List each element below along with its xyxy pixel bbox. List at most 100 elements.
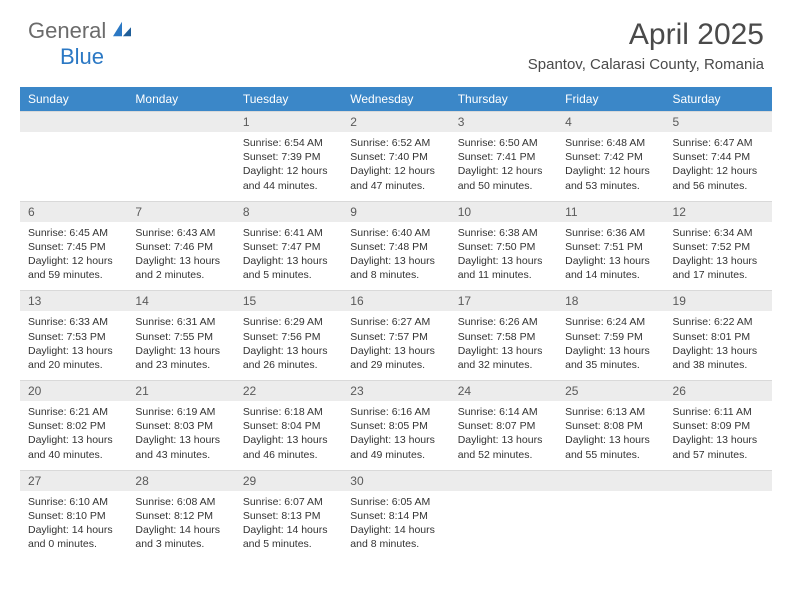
calendar-cell: 24Sunrise: 6:14 AMSunset: 8:07 PMDayligh… — [450, 381, 557, 471]
day-body: Sunrise: 6:48 AMSunset: 7:42 PMDaylight:… — [557, 132, 664, 201]
sunset-line: Sunset: 8:04 PM — [243, 419, 334, 433]
day-body: Sunrise: 6:54 AMSunset: 7:39 PMDaylight:… — [235, 132, 342, 201]
daylight-line: Daylight: 13 hours and 5 minutes. — [243, 254, 334, 282]
daylight-line: Daylight: 14 hours and 5 minutes. — [243, 523, 334, 551]
sunset-line: Sunset: 7:47 PM — [243, 240, 334, 254]
day-number-bar: 11 — [557, 202, 664, 222]
day-number-bar — [20, 112, 127, 132]
day-body: Sunrise: 6:27 AMSunset: 7:57 PMDaylight:… — [342, 311, 449, 380]
calendar-row: 1Sunrise: 6:54 AMSunset: 7:39 PMDaylight… — [20, 112, 772, 202]
day-number-bar: 19 — [665, 291, 772, 311]
day-body — [127, 132, 234, 194]
day-body: Sunrise: 6:05 AMSunset: 8:14 PMDaylight:… — [342, 491, 449, 560]
calendar-cell: 10Sunrise: 6:38 AMSunset: 7:50 PMDayligh… — [450, 201, 557, 291]
header: General Blue April 2025 Spantov, Calaras… — [0, 0, 792, 81]
day-body — [450, 491, 557, 553]
day-number-bar: 12 — [665, 202, 772, 222]
daylight-line: Daylight: 13 hours and 38 minutes. — [673, 344, 764, 372]
calendar-cell: 4Sunrise: 6:48 AMSunset: 7:42 PMDaylight… — [557, 112, 664, 202]
daylight-line: Daylight: 13 hours and 14 minutes. — [565, 254, 656, 282]
sunrise-line: Sunrise: 6:47 AM — [673, 136, 764, 150]
sunrise-line: Sunrise: 6:11 AM — [673, 405, 764, 419]
sunset-line: Sunset: 8:12 PM — [135, 509, 226, 523]
brand-word-2: Blue — [60, 44, 104, 69]
day-body: Sunrise: 6:36 AMSunset: 7:51 PMDaylight:… — [557, 222, 664, 291]
sunrise-line: Sunrise: 6:34 AM — [673, 226, 764, 240]
daylight-line: Daylight: 13 hours and 40 minutes. — [28, 433, 119, 461]
calendar-cell: 25Sunrise: 6:13 AMSunset: 8:08 PMDayligh… — [557, 381, 664, 471]
daylight-line: Daylight: 13 hours and 23 minutes. — [135, 344, 226, 372]
weekday-header: Saturday — [665, 87, 772, 112]
sunrise-line: Sunrise: 6:29 AM — [243, 315, 334, 329]
sunset-line: Sunset: 8:13 PM — [243, 509, 334, 523]
daylight-line: Daylight: 13 hours and 8 minutes. — [350, 254, 441, 282]
day-body: Sunrise: 6:16 AMSunset: 8:05 PMDaylight:… — [342, 401, 449, 470]
sunset-line: Sunset: 8:14 PM — [350, 509, 441, 523]
sunset-line: Sunset: 8:03 PM — [135, 419, 226, 433]
sunset-line: Sunset: 7:53 PM — [28, 330, 119, 344]
calendar-cell: 29Sunrise: 6:07 AMSunset: 8:13 PMDayligh… — [235, 470, 342, 559]
calendar-cell: 15Sunrise: 6:29 AMSunset: 7:56 PMDayligh… — [235, 291, 342, 381]
day-number-bar: 18 — [557, 291, 664, 311]
day-number-bar: 30 — [342, 471, 449, 491]
sunset-line: Sunset: 7:56 PM — [243, 330, 334, 344]
weekday-header-row: SundayMondayTuesdayWednesdayThursdayFrid… — [20, 87, 772, 112]
weekday-header: Friday — [557, 87, 664, 112]
sunset-line: Sunset: 7:46 PM — [135, 240, 226, 254]
calendar-cell — [557, 470, 664, 559]
day-number-bar: 26 — [665, 381, 772, 401]
calendar-row: 20Sunrise: 6:21 AMSunset: 8:02 PMDayligh… — [20, 381, 772, 471]
sunset-line: Sunset: 8:10 PM — [28, 509, 119, 523]
day-body: Sunrise: 6:38 AMSunset: 7:50 PMDaylight:… — [450, 222, 557, 291]
day-number-bar: 7 — [127, 202, 234, 222]
day-body: Sunrise: 6:43 AMSunset: 7:46 PMDaylight:… — [127, 222, 234, 291]
sunset-line: Sunset: 7:58 PM — [458, 330, 549, 344]
sunset-line: Sunset: 7:45 PM — [28, 240, 119, 254]
weekday-header: Wednesday — [342, 87, 449, 112]
sunrise-line: Sunrise: 6:41 AM — [243, 226, 334, 240]
sunrise-line: Sunrise: 6:24 AM — [565, 315, 656, 329]
calendar-cell: 6Sunrise: 6:45 AMSunset: 7:45 PMDaylight… — [20, 201, 127, 291]
day-body: Sunrise: 6:22 AMSunset: 8:01 PMDaylight:… — [665, 311, 772, 380]
day-body: Sunrise: 6:47 AMSunset: 7:44 PMDaylight:… — [665, 132, 772, 201]
sunset-line: Sunset: 8:07 PM — [458, 419, 549, 433]
day-body: Sunrise: 6:31 AMSunset: 7:55 PMDaylight:… — [127, 311, 234, 380]
day-number-bar: 28 — [127, 471, 234, 491]
brand-logo: General Blue — [28, 18, 133, 70]
calendar-cell: 17Sunrise: 6:26 AMSunset: 7:58 PMDayligh… — [450, 291, 557, 381]
day-number-bar: 5 — [665, 112, 772, 132]
daylight-line: Daylight: 13 hours and 32 minutes. — [458, 344, 549, 372]
day-body: Sunrise: 6:18 AMSunset: 8:04 PMDaylight:… — [235, 401, 342, 470]
daylight-line: Daylight: 13 hours and 55 minutes. — [565, 433, 656, 461]
sunrise-line: Sunrise: 6:08 AM — [135, 495, 226, 509]
sunset-line: Sunset: 7:51 PM — [565, 240, 656, 254]
daylight-line: Daylight: 13 hours and 11 minutes. — [458, 254, 549, 282]
calendar-cell: 28Sunrise: 6:08 AMSunset: 8:12 PMDayligh… — [127, 470, 234, 559]
daylight-line: Daylight: 13 hours and 20 minutes. — [28, 344, 119, 372]
day-body: Sunrise: 6:07 AMSunset: 8:13 PMDaylight:… — [235, 491, 342, 560]
sunrise-line: Sunrise: 6:48 AM — [565, 136, 656, 150]
daylight-line: Daylight: 12 hours and 59 minutes. — [28, 254, 119, 282]
day-body: Sunrise: 6:41 AMSunset: 7:47 PMDaylight:… — [235, 222, 342, 291]
sunrise-line: Sunrise: 6:38 AM — [458, 226, 549, 240]
daylight-line: Daylight: 13 hours and 2 minutes. — [135, 254, 226, 282]
day-body: Sunrise: 6:14 AMSunset: 8:07 PMDaylight:… — [450, 401, 557, 470]
calendar-cell: 9Sunrise: 6:40 AMSunset: 7:48 PMDaylight… — [342, 201, 449, 291]
daylight-line: Daylight: 12 hours and 50 minutes. — [458, 164, 549, 192]
sunset-line: Sunset: 7:59 PM — [565, 330, 656, 344]
day-number-bar: 21 — [127, 381, 234, 401]
day-number-bar: 8 — [235, 202, 342, 222]
calendar-cell — [450, 470, 557, 559]
daylight-line: Daylight: 13 hours and 52 minutes. — [458, 433, 549, 461]
sunset-line: Sunset: 7:57 PM — [350, 330, 441, 344]
calendar-cell: 5Sunrise: 6:47 AMSunset: 7:44 PMDaylight… — [665, 112, 772, 202]
calendar-table: SundayMondayTuesdayWednesdayThursdayFrid… — [20, 87, 772, 559]
sunrise-line: Sunrise: 6:52 AM — [350, 136, 441, 150]
calendar-cell: 8Sunrise: 6:41 AMSunset: 7:47 PMDaylight… — [235, 201, 342, 291]
daylight-line: Daylight: 14 hours and 8 minutes. — [350, 523, 441, 551]
sunset-line: Sunset: 7:41 PM — [458, 150, 549, 164]
daylight-line: Daylight: 13 hours and 43 minutes. — [135, 433, 226, 461]
sunrise-line: Sunrise: 6:22 AM — [673, 315, 764, 329]
day-number-bar: 17 — [450, 291, 557, 311]
sunset-line: Sunset: 7:52 PM — [673, 240, 764, 254]
